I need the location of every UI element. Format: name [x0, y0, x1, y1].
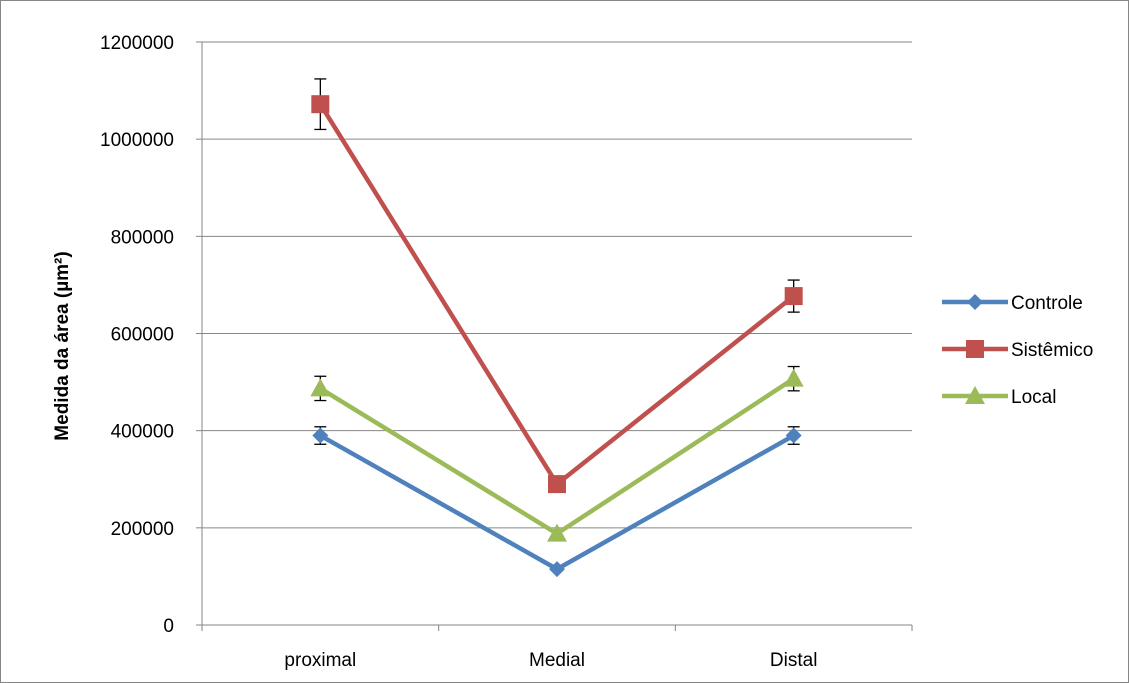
- series-line-controle: [319, 433, 795, 572]
- data-point-controle: [549, 561, 565, 578]
- x-tick-label: proximal: [284, 650, 356, 671]
- series-lines: [318, 102, 796, 572]
- axes: [196, 41, 913, 631]
- x-tick-label: Distal: [770, 650, 818, 671]
- y-tick-label: 0: [163, 616, 174, 637]
- legend: Controle Sistêmico Local: [942, 293, 1093, 408]
- data-markers: [310, 95, 804, 578]
- y-tick-label: 800000: [111, 227, 174, 248]
- data-point-controle: [312, 427, 329, 444]
- data-point-sistemico: [311, 95, 330, 114]
- y-tick-labels: 0 200000 400000 600000 800000 1000000 1200000: [100, 33, 174, 637]
- legend-marker-controle: [967, 294, 983, 310]
- legend-label-local: Local: [1011, 387, 1056, 408]
- legend-label-sistemico: Sistêmico: [1011, 340, 1093, 361]
- data-point-sistemico: [784, 287, 803, 306]
- data-point-controle: [785, 427, 802, 444]
- data-point-local: [310, 378, 331, 397]
- error-bars: [314, 78, 800, 445]
- y-axis-label: Medida da área (µm²): [52, 251, 73, 440]
- y-tick-label: 200000: [111, 519, 174, 540]
- legend-marker-local: [965, 386, 985, 404]
- x-tick-label: Medial: [529, 650, 585, 671]
- gridlines: [202, 41, 912, 529]
- data-point-local: [547, 523, 567, 542]
- y-tick-label: 600000: [111, 325, 174, 346]
- series-line-local: [319, 376, 795, 536]
- legend-marker-sistemico: [966, 340, 984, 358]
- y-tick-label: 400000: [111, 422, 174, 443]
- x-tick-labels: proximal Medial Distal: [284, 650, 817, 671]
- y-tick-label: 1000000: [100, 130, 174, 151]
- data-point-local: [783, 368, 804, 387]
- legend-label-controle: Controle: [1011, 293, 1083, 314]
- data-point-sistemico: [548, 475, 566, 494]
- y-tick-label: 1200000: [100, 33, 174, 54]
